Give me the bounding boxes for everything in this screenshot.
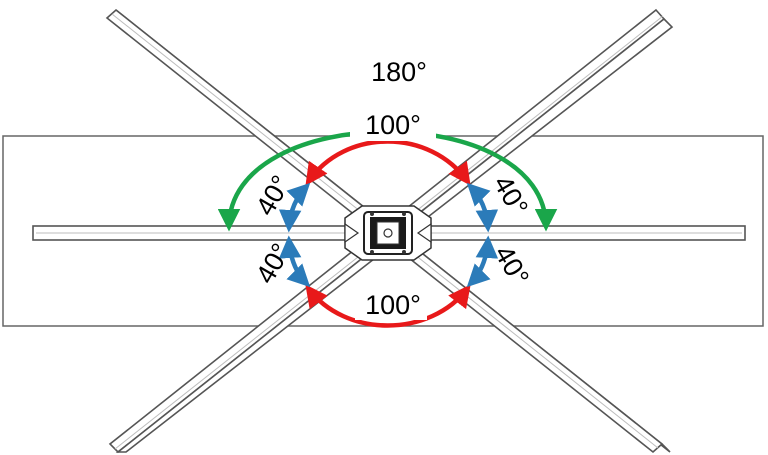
label-top-100: 100° <box>365 110 421 140</box>
label-180: 180° <box>371 57 427 87</box>
label-bottom-100: 100° <box>365 290 421 320</box>
angle-arc-right-upper-40 <box>466 182 499 233</box>
angle-arc-left-lower-40 <box>278 235 311 288</box>
angle-arc-left-upper-40 <box>278 182 311 233</box>
center-hub <box>344 205 432 261</box>
angle-arc-top-100 <box>305 139 471 186</box>
angle-arc-right-lower-40 <box>466 235 499 288</box>
angle-arc-bottom-100 <box>305 284 471 328</box>
